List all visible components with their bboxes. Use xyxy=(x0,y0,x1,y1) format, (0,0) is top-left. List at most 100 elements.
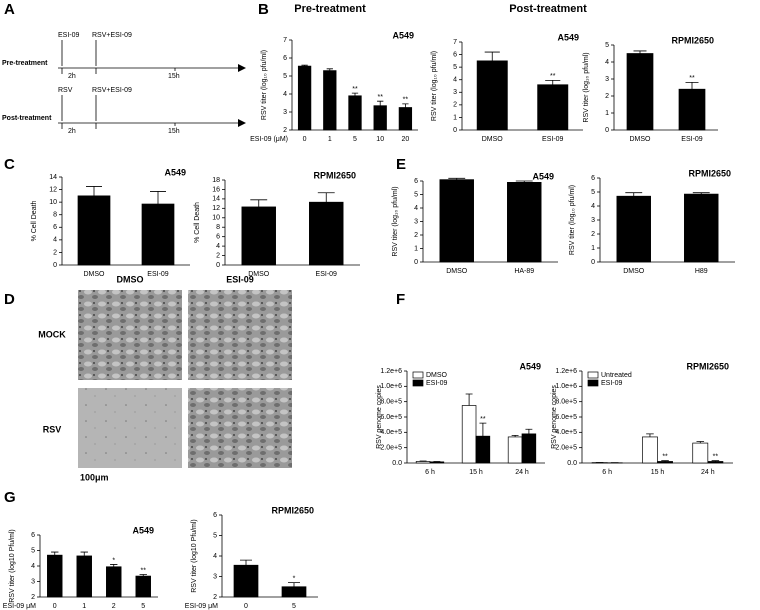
y-tick-label: 5 xyxy=(283,73,287,80)
bar xyxy=(461,405,477,464)
x-tick-label: HA-89 xyxy=(514,268,534,275)
y-tick-label: 5 xyxy=(31,547,35,554)
arrow-head xyxy=(238,119,246,127)
legend-swatch xyxy=(412,379,424,387)
timeline-label: Post-treatment xyxy=(2,115,52,122)
bar xyxy=(76,555,92,598)
chart-title: A549 xyxy=(164,167,186,177)
micrograph xyxy=(78,290,182,380)
y-tick-label: 18 xyxy=(212,177,220,184)
bar xyxy=(521,433,537,464)
panel-label: D xyxy=(4,291,15,308)
x-tick-label: ESI-09 xyxy=(147,271,169,278)
y-tick-label: 1.2e+6 xyxy=(555,368,577,375)
y-tick-label: 1 xyxy=(591,245,595,252)
y-tick-label: 2 xyxy=(31,594,35,601)
panel-label: F xyxy=(396,291,405,308)
micrographs: DMSO ESI-09 MOCK RSV 100μm xyxy=(38,274,292,482)
chart-title: A549 xyxy=(532,171,554,181)
significance: ** xyxy=(141,567,147,574)
x-tick-label: 1 xyxy=(328,136,332,143)
y-tick-label: 1.0e+6 xyxy=(555,383,577,390)
y-tick-label: 0.0 xyxy=(392,460,402,467)
bar xyxy=(642,436,658,464)
legend-swatch xyxy=(587,379,599,387)
x-tick-label: 1 xyxy=(82,603,86,610)
bar xyxy=(692,442,709,464)
y-tick-label: 1 xyxy=(605,110,609,117)
y-tick-label: 0.0 xyxy=(567,460,577,467)
x-axis-label: ESI-09 μM xyxy=(185,603,218,610)
error-bar xyxy=(479,422,487,437)
x-tick-label: 20 xyxy=(402,136,410,143)
error-bar xyxy=(625,192,643,197)
bar xyxy=(475,435,491,464)
y-tick-label: 3 xyxy=(283,109,287,116)
y-tick-label: 6.0e+5 xyxy=(380,414,402,421)
error-bar xyxy=(545,79,561,85)
x-tick-label: ESI-09 xyxy=(542,136,564,143)
y-tick-label: 3 xyxy=(453,89,457,96)
x-tick-label: 5 xyxy=(292,603,296,610)
bar xyxy=(429,461,445,464)
y-axis-label: RSV titer (log10 Pfu/ml) xyxy=(9,529,16,603)
significance: ** xyxy=(480,416,486,423)
bar xyxy=(348,95,362,131)
significance: ** xyxy=(352,86,358,93)
arrow-head xyxy=(238,64,246,72)
y-tick-label: 6 xyxy=(591,175,595,182)
error-bar xyxy=(317,192,335,203)
bar xyxy=(684,193,719,263)
y-tick-label: 1.2e+6 xyxy=(380,368,402,375)
error-bar xyxy=(515,180,533,183)
y-tick-label: 2 xyxy=(591,231,595,238)
y-tick-label: 6 xyxy=(453,51,457,58)
timeline-label: Pre-treatment xyxy=(2,60,48,67)
y-tick-label: 4 xyxy=(591,203,595,210)
chart-title: RPMI2650 xyxy=(688,168,731,178)
y-axis-label: RSV genome copies xyxy=(376,385,383,449)
x-tick-label: 15 h xyxy=(469,469,483,476)
y-tick-label: 8 xyxy=(53,212,57,219)
bar xyxy=(141,203,175,266)
x-axis-label: ESI-09 μM xyxy=(3,603,36,610)
bar xyxy=(476,60,508,131)
y-axis-label: RSV titer (log₁₀ pfu/ml) xyxy=(569,185,576,255)
column-label: DMSO xyxy=(117,274,144,284)
bar xyxy=(678,88,706,131)
x-tick-label: DMSO xyxy=(446,268,468,275)
chart-title: A549 xyxy=(132,525,154,535)
step-label: RSV+ESI-09 xyxy=(92,32,132,39)
significance: * xyxy=(112,557,115,564)
panel-label: C xyxy=(4,156,15,173)
bar xyxy=(507,182,542,263)
y-tick-label: 1 xyxy=(414,245,418,252)
y-tick-label: 6 xyxy=(283,55,287,62)
panel-label: B xyxy=(258,1,269,18)
y-tick-label: 4 xyxy=(605,59,609,66)
x-tick-label: H89 xyxy=(695,268,708,275)
y-axis-label: RSV titer (log₁₀ pfu/ml) xyxy=(431,51,438,121)
y-tick-label: 1.0e+6 xyxy=(380,383,402,390)
y-tick-label: 4.0e+5 xyxy=(555,429,577,436)
bar xyxy=(373,105,387,131)
error-bar xyxy=(692,192,710,195)
bar xyxy=(398,107,413,131)
y-tick-label: 4 xyxy=(216,243,220,250)
y-tick-label: 8.0e+5 xyxy=(555,399,577,406)
bar xyxy=(537,84,569,131)
significance: ** xyxy=(662,454,668,461)
error-bar xyxy=(80,551,88,556)
row-label: MOCK xyxy=(38,329,66,339)
x-tick-label: DMSO xyxy=(248,271,270,278)
legend-label: ESI-09 xyxy=(426,380,448,387)
x-tick-label: DMSO xyxy=(84,271,106,278)
y-axis-label: RSV genome copies xyxy=(551,385,558,449)
bar xyxy=(616,195,651,263)
error-bar xyxy=(301,64,308,67)
legend-swatch xyxy=(587,371,599,379)
y-tick-label: 4 xyxy=(31,563,35,570)
y-tick-label: 12 xyxy=(49,186,57,193)
x-tick-label: ESI-09 xyxy=(681,136,703,143)
